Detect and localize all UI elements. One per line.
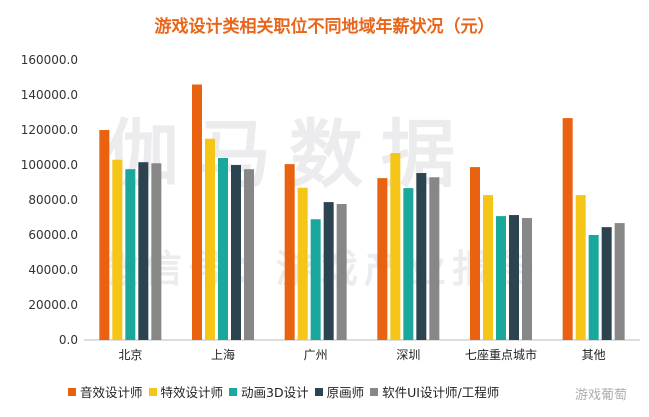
bar: [192, 84, 202, 340]
bar: [509, 215, 519, 340]
bar: [483, 195, 493, 340]
bar: [403, 188, 414, 340]
legend-swatch: [314, 387, 323, 396]
legend-label: 音效设计师: [80, 385, 143, 400]
bar: [588, 235, 599, 340]
x-category-label: 深圳: [396, 348, 420, 362]
bar: [323, 202, 334, 340]
bar: [151, 163, 162, 340]
bar: [496, 216, 506, 340]
legend-swatch: [229, 387, 238, 396]
bar: [377, 178, 388, 340]
legend-label: 特效设计师: [160, 385, 224, 400]
bar: [231, 165, 241, 340]
watermark-corner: 游戏葡萄: [574, 388, 627, 403]
y-tick-label: 40000.0: [28, 263, 78, 277]
bar: [575, 195, 586, 340]
x-category-label: 七座重点城市: [465, 347, 537, 362]
y-tick-label: 20000.0: [28, 298, 78, 312]
legend-label: 动画3D设计: [241, 385, 309, 400]
legend-item: 音效设计师: [68, 382, 143, 401]
y-tick-label: 120000.0: [21, 123, 78, 137]
bar: [205, 138, 215, 340]
bar: [99, 130, 110, 340]
bar: [601, 227, 612, 340]
bar: [336, 204, 347, 340]
legend-item: 原画师: [314, 382, 365, 401]
chart-title: 游戏设计类相关职位不同地域年薪状况（元）: [154, 17, 495, 37]
bar: [112, 159, 123, 340]
x-category-label: 广州: [304, 348, 328, 362]
bar: [297, 187, 308, 340]
legend-item: 特效设计师: [148, 382, 224, 401]
bar: [416, 173, 427, 340]
legend-label: 原画师: [326, 385, 365, 400]
bar: [614, 223, 625, 340]
bar: [310, 219, 321, 340]
bar: [138, 162, 149, 340]
legend-swatch: [68, 387, 76, 396]
bar: [218, 158, 228, 340]
bar: [429, 177, 440, 340]
y-tick-label: 140000.0: [21, 88, 78, 102]
x-category-label: 其他: [582, 348, 606, 362]
x-category-label: 上海: [211, 347, 235, 362]
bar: [284, 164, 295, 340]
y-tick-label: 100000.0: [21, 158, 78, 172]
legend-swatch: [148, 387, 157, 396]
legend-item: 动画3D设计: [229, 382, 309, 401]
y-tick-label: 80000.0: [28, 193, 78, 207]
legend: 音效设计师 特效设计师 动画3D设计 原画师 软件UI设计师/工程师: [68, 382, 499, 401]
bar: [390, 153, 401, 340]
bar: [562, 118, 573, 340]
bar: [125, 169, 136, 340]
legend-label: 软件UI设计师/工程师: [382, 385, 500, 400]
y-tick-label: 160000.0: [21, 53, 78, 67]
x-category-label: 北京: [118, 348, 142, 362]
bar: [522, 218, 532, 340]
y-tick-label: 0.0: [59, 333, 78, 347]
bar: [244, 169, 254, 340]
legend-swatch: [370, 387, 379, 396]
bar: [470, 167, 480, 340]
legend-item: 软件UI设计师/工程师: [370, 382, 499, 401]
y-tick-label: 60000.0: [28, 228, 78, 242]
